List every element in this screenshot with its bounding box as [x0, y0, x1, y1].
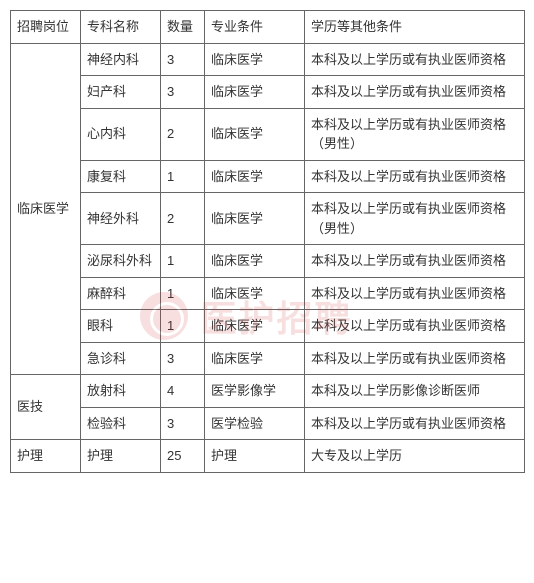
- cell-position: 临床医学: [11, 43, 81, 375]
- cell-dept: 泌尿科外科: [81, 245, 161, 278]
- table-row: 康复科1临床医学本科及以上学历或有执业医师资格: [11, 160, 525, 193]
- table-row: 泌尿科外科1临床医学本科及以上学历或有执业医师资格: [11, 245, 525, 278]
- cell-quantity: 2: [161, 193, 205, 245]
- header-major: 专业条件: [205, 11, 305, 44]
- cell-major: 临床医学: [205, 160, 305, 193]
- cell-other: 本科及以上学历或有执业医师资格: [305, 277, 525, 310]
- cell-major: 医学影像学: [205, 375, 305, 408]
- cell-other: 大专及以上学历: [305, 440, 525, 473]
- table-row: 麻醉科1临床医学本科及以上学历或有执业医师资格: [11, 277, 525, 310]
- cell-dept: 康复科: [81, 160, 161, 193]
- cell-other: 本科及以上学历或有执业医师资格（男性）: [305, 193, 525, 245]
- header-dept: 专科名称: [81, 11, 161, 44]
- cell-quantity: 1: [161, 245, 205, 278]
- cell-major: 临床医学: [205, 76, 305, 109]
- cell-major: 医学检验: [205, 407, 305, 440]
- cell-position: 护理: [11, 440, 81, 473]
- table-row: 妇产科3临床医学本科及以上学历或有执业医师资格: [11, 76, 525, 109]
- cell-dept: 妇产科: [81, 76, 161, 109]
- cell-major: 临床医学: [205, 277, 305, 310]
- cell-dept: 检验科: [81, 407, 161, 440]
- table-row: 急诊科3临床医学本科及以上学历或有执业医师资格: [11, 342, 525, 375]
- cell-major: 临床医学: [205, 342, 305, 375]
- cell-other: 本科及以上学历或有执业医师资格: [305, 76, 525, 109]
- cell-position: 医技: [11, 375, 81, 440]
- cell-dept: 放射科: [81, 375, 161, 408]
- cell-other: 本科及以上学历或有执业医师资格（男性）: [305, 108, 525, 160]
- cell-quantity: 2: [161, 108, 205, 160]
- table-row: 眼科1临床医学本科及以上学历或有执业医师资格: [11, 310, 525, 343]
- cell-quantity: 25: [161, 440, 205, 473]
- table-row: 检验科3医学检验本科及以上学历或有执业医师资格: [11, 407, 525, 440]
- cell-dept: 麻醉科: [81, 277, 161, 310]
- cell-major: 临床医学: [205, 108, 305, 160]
- table-header-row: 招聘岗位 专科名称 数量 专业条件 学历等其他条件: [11, 11, 525, 44]
- cell-other: 本科及以上学历或有执业医师资格: [305, 160, 525, 193]
- cell-other: 本科及以上学历或有执业医师资格: [305, 310, 525, 343]
- cell-other: 本科及以上学历或有执业医师资格: [305, 342, 525, 375]
- table-row: 神经外科2临床医学本科及以上学历或有执业医师资格（男性）: [11, 193, 525, 245]
- header-other: 学历等其他条件: [305, 11, 525, 44]
- table-row: 医技放射科4医学影像学本科及以上学历影像诊断医师: [11, 375, 525, 408]
- cell-dept: 急诊科: [81, 342, 161, 375]
- cell-major: 临床医学: [205, 43, 305, 76]
- cell-quantity: 1: [161, 310, 205, 343]
- table-row: 临床医学神经内科3临床医学本科及以上学历或有执业医师资格: [11, 43, 525, 76]
- header-position: 招聘岗位: [11, 11, 81, 44]
- cell-dept: 护理: [81, 440, 161, 473]
- table-row: 护理护理25护理大专及以上学历: [11, 440, 525, 473]
- cell-quantity: 3: [161, 43, 205, 76]
- cell-other: 本科及以上学历或有执业医师资格: [305, 245, 525, 278]
- cell-major: 护理: [205, 440, 305, 473]
- cell-quantity: 1: [161, 160, 205, 193]
- cell-other: 本科及以上学历或有执业医师资格: [305, 43, 525, 76]
- cell-quantity: 1: [161, 277, 205, 310]
- cell-major: 临床医学: [205, 310, 305, 343]
- table-row: 心内科2临床医学本科及以上学历或有执业医师资格（男性）: [11, 108, 525, 160]
- cell-quantity: 3: [161, 76, 205, 109]
- cell-major: 临床医学: [205, 245, 305, 278]
- cell-quantity: 3: [161, 407, 205, 440]
- cell-dept: 眼科: [81, 310, 161, 343]
- cell-dept: 神经外科: [81, 193, 161, 245]
- table-body: 临床医学神经内科3临床医学本科及以上学历或有执业医师资格妇产科3临床医学本科及以…: [11, 43, 525, 472]
- cell-other: 本科及以上学历影像诊断医师: [305, 375, 525, 408]
- cell-dept: 神经内科: [81, 43, 161, 76]
- cell-major: 临床医学: [205, 193, 305, 245]
- header-quantity: 数量: [161, 11, 205, 44]
- recruitment-table: 招聘岗位 专科名称 数量 专业条件 学历等其他条件 临床医学神经内科3临床医学本…: [10, 10, 525, 473]
- cell-quantity: 3: [161, 342, 205, 375]
- cell-other: 本科及以上学历或有执业医师资格: [305, 407, 525, 440]
- cell-quantity: 4: [161, 375, 205, 408]
- cell-dept: 心内科: [81, 108, 161, 160]
